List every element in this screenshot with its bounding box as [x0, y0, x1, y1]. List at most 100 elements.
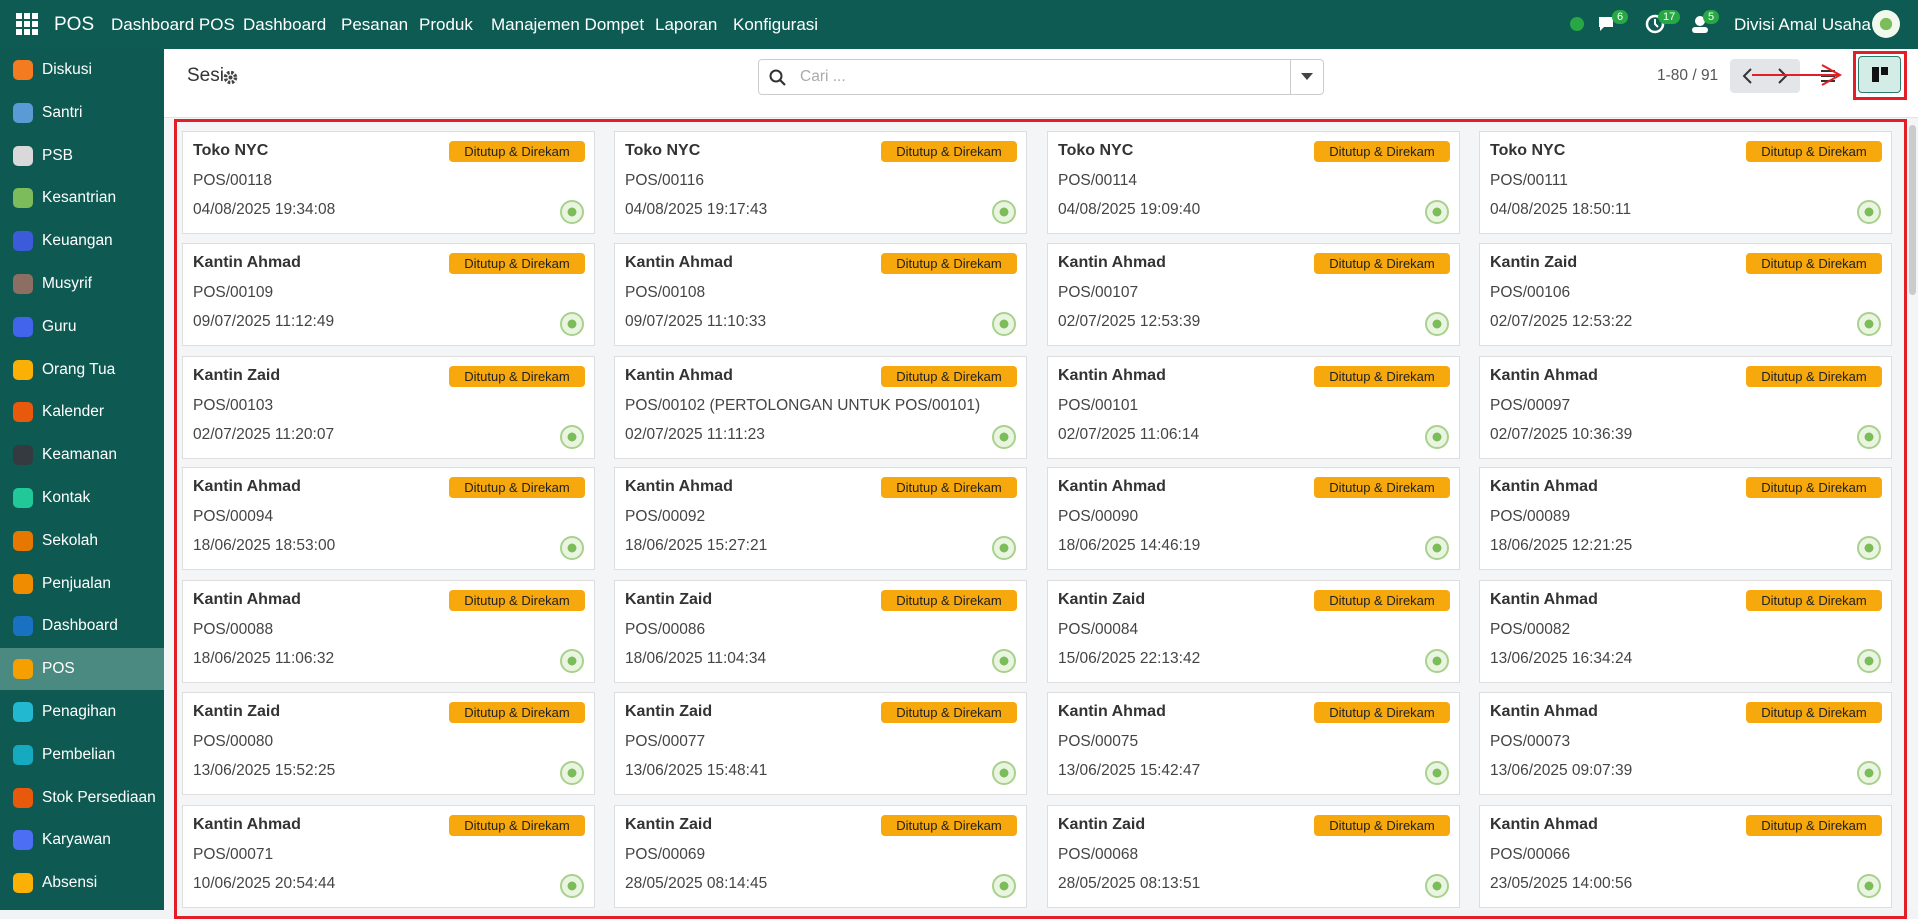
- sidebar-item[interactable]: Kalender: [0, 391, 164, 433]
- session-card[interactable]: Kantin Ahmad Ditutup & Direkam POS/00071 10…: [182, 805, 595, 908]
- session-card[interactable]: Kantin Ahmad Ditutup & Direkam POS/00066 23…: [1479, 805, 1892, 908]
- menu-item[interactable]: Dashboard POS: [111, 15, 235, 34]
- sidebar-item[interactable]: PSB: [0, 135, 164, 177]
- session-card[interactable]: Kantin Zaid Ditutup & Direkam POS/00080 13/…: [182, 692, 595, 795]
- session-card[interactable]: Kantin Zaid Ditutup & Direkam POS/00106 02/…: [1479, 243, 1892, 346]
- card-name: Kantin Zaid: [193, 703, 281, 720]
- session-card[interactable]: Toko NYC Ditutup & Direkam POS/00118 04/08/…: [182, 131, 595, 234]
- card-code: POS/00103: [193, 397, 274, 414]
- sidebar-item[interactable]: Santri: [0, 92, 164, 134]
- card-name: Toko NYC: [193, 142, 269, 159]
- session-card[interactable]: Toko NYC Ditutup & Direkam POS/00114 04/08/…: [1047, 131, 1460, 234]
- notification-badge: 6: [1612, 10, 1629, 24]
- sidebar-item[interactable]: Pembelian: [0, 734, 164, 776]
- session-card[interactable]: Kantin Ahmad Ditutup & Direkam POS/00109 09…: [182, 243, 595, 346]
- session-card[interactable]: Toko NYC Ditutup & Direkam POS/00111 04/08/…: [1479, 131, 1892, 234]
- prev-button[interactable]: [1742, 68, 1754, 84]
- sidebar-item[interactable]: Stok Persediaan: [0, 777, 164, 819]
- session-card[interactable]: Kantin Ahmad Ditutup & Direkam POS/00094 18…: [182, 467, 595, 570]
- sidebar-item[interactable]: Guru: [0, 306, 164, 348]
- session-card[interactable]: Kantin Ahmad Ditutup & Direkam POS/00090 18…: [1047, 467, 1460, 570]
- sidebar: Diskusi Santri PSB Kesantrian Keuangan Musyri…: [0, 49, 164, 910]
- menu-item[interactable]: Laporan: [655, 15, 718, 34]
- menu-item[interactable]: Manajemen Dompet: [491, 15, 645, 34]
- sidebar-icon: [13, 359, 33, 380]
- card-avatar: [560, 649, 584, 673]
- user-avatar[interactable]: [1872, 10, 1900, 38]
- menu-item[interactable]: Pesanan: [341, 15, 409, 34]
- kanban-view-button[interactable]: [1858, 56, 1901, 93]
- session-card[interactable]: Kantin Zaid Ditutup & Direkam POS/00084 15/…: [1047, 580, 1460, 683]
- card-code: POS/00073: [1490, 733, 1571, 750]
- card-code: POS/00118: [193, 172, 272, 189]
- sidebar-item[interactable]: Penjualan: [0, 563, 164, 605]
- card-name: Kantin Ahmad: [1490, 816, 1598, 833]
- session-card[interactable]: Kantin Ahmad Ditutup & Direkam POS/00108 09…: [614, 243, 1027, 346]
- user-name[interactable]: Divisi Amal Usaha: [1734, 15, 1871, 34]
- sidebar-item[interactable]: Absensi: [0, 862, 164, 904]
- session-card[interactable]: Kantin Zaid Ditutup & Direkam POS/00069 28/…: [614, 805, 1027, 908]
- session-card[interactable]: Kantin Ahmad Ditutup & Direkam POS/00102 (…: [614, 356, 1027, 459]
- pager-value[interactable]: 1-80 / 91: [1657, 67, 1719, 84]
- sidebar-item[interactable]: Keuangan: [0, 220, 164, 262]
- session-card[interactable]: Kantin Ahmad Ditutup & Direkam POS/00097 02…: [1479, 356, 1892, 459]
- session-card[interactable]: Kantin Zaid Ditutup & Direkam POS/00103 02/…: [182, 356, 595, 459]
- card-date: 09/07/2025 11:12:49: [193, 313, 335, 330]
- session-card[interactable]: Kantin Ahmad Ditutup & Direkam POS/00073 13…: [1479, 692, 1892, 795]
- card-code: POS/00108: [625, 284, 706, 301]
- sidebar-label: Kontak: [42, 489, 91, 506]
- menu-item[interactable]: Produk: [419, 15, 473, 34]
- sidebar-item[interactable]: Orang Tua: [0, 349, 164, 391]
- sidebar-item[interactable]: Dashboard: [0, 605, 164, 647]
- sidebar-item[interactable]: Penagihan: [0, 691, 164, 733]
- session-card[interactable]: Kantin Ahmad Ditutup & Direkam POS/00101 02…: [1047, 356, 1460, 459]
- sidebar-item[interactable]: Karyawan: [0, 819, 164, 861]
- gear-icon[interactable]: [223, 70, 238, 85]
- menu-item[interactable]: Konfigurasi: [733, 15, 819, 34]
- card-code: POS/00116: [625, 172, 704, 189]
- card-name: Kantin Ahmad: [1058, 478, 1166, 495]
- search-toggle[interactable]: [1290, 60, 1323, 94]
- chat-icon[interactable]: [1597, 14, 1617, 34]
- sidebar-label: Absensi: [42, 874, 98, 892]
- card-date: 04/08/2025 19:17:43: [625, 201, 768, 218]
- session-card[interactable]: Kantin Ahmad Ditutup & Direkam POS/00075 13…: [1047, 692, 1460, 795]
- sidebar-item[interactable]: Diskusi: [0, 49, 164, 91]
- session-card[interactable]: Kantin Zaid Ditutup & Direkam POS/00077 13/…: [614, 692, 1027, 795]
- session-card[interactable]: Kantin Zaid Ditutup & Direkam POS/00086 18/…: [614, 580, 1027, 683]
- sidebar-item[interactable]: Sekolah: [0, 520, 164, 562]
- session-card[interactable]: Kantin Ahmad Ditutup & Direkam POS/00082 13…: [1479, 580, 1892, 683]
- sidebar-item[interactable]: Kesantrian: [0, 177, 164, 219]
- sidebar-label: Musyrif: [42, 275, 92, 292]
- sidebar-item[interactable]: POS: [0, 648, 164, 691]
- status-badge: Ditutup & Direkam: [1314, 590, 1450, 611]
- session-card[interactable]: Toko NYC Ditutup & Direkam POS/00116 04/08/…: [614, 131, 1027, 234]
- apps-icon[interactable]: [16, 13, 38, 35]
- session-card[interactable]: Kantin Ahmad Ditutup & Direkam POS/00088 18…: [182, 580, 595, 683]
- sidebar-icon: [13, 659, 33, 680]
- session-card[interactable]: Kantin Ahmad Ditutup & Direkam POS/00092 18…: [614, 467, 1027, 570]
- sidebar-item[interactable]: Kontak: [0, 477, 164, 519]
- highlight-box: [1853, 51, 1907, 100]
- card-date: 15/06/2025 22:13:42: [1058, 650, 1201, 667]
- session-card[interactable]: Kantin Ahmad Ditutup & Direkam POS/00107 02…: [1047, 243, 1460, 346]
- card-date: 18/06/2025 15:27:21: [625, 537, 768, 554]
- session-card[interactable]: Kantin Zaid Ditutup & Direkam POS/00068 28/…: [1047, 805, 1460, 908]
- card-date: 18/06/2025 18:53:00: [193, 537, 336, 554]
- menu-item[interactable]: Dashboard: [243, 15, 327, 34]
- card-avatar: [560, 761, 584, 785]
- session-card[interactable]: Kantin Ahmad Ditutup & Direkam POS/00089 18…: [1479, 467, 1892, 570]
- user-status-icon[interactable]: [1690, 14, 1710, 34]
- activity-icon[interactable]: [1645, 14, 1665, 34]
- card-date: 28/05/2025 08:13:51: [1058, 875, 1201, 892]
- card-avatar: [1857, 200, 1881, 224]
- status-badge: Ditutup & Direkam: [1314, 815, 1450, 836]
- sidebar-item[interactable]: Keamanan: [0, 434, 164, 476]
- card-name: Toko NYC: [1058, 142, 1134, 159]
- sidebar-item[interactable]: Musyrif: [0, 263, 164, 305]
- search-box[interactable]: Cari ...: [758, 59, 1324, 95]
- sidebar-icon: [13, 787, 33, 808]
- status-badge: Ditutup & Direkam: [449, 590, 585, 611]
- notification-badge: 17: [1658, 10, 1681, 24]
- app-name[interactable]: POS: [54, 14, 95, 35]
